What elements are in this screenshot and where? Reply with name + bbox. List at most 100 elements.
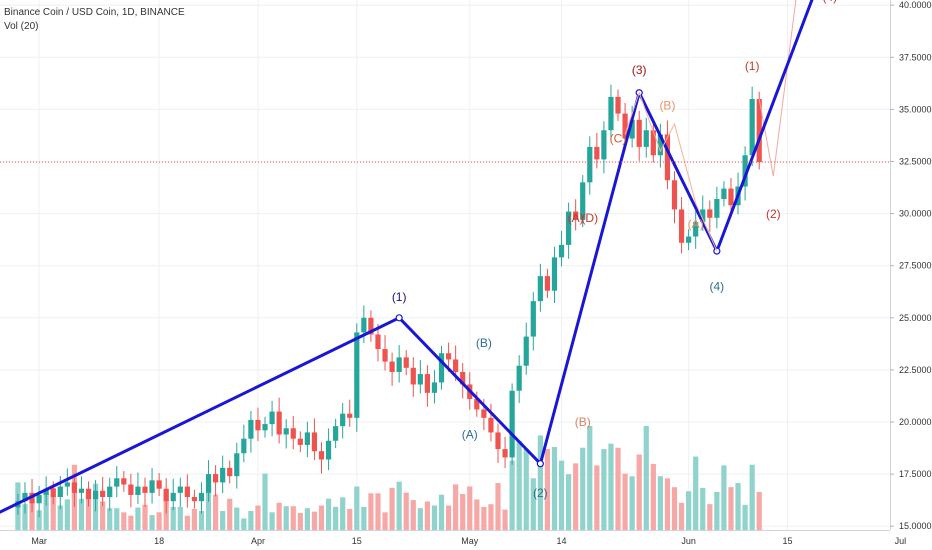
candle-body [283, 428, 289, 435]
wave-drawings [0, 0, 814, 514]
volume-bar [417, 508, 423, 530]
volume-bar [382, 512, 388, 530]
wave-labels: (1)(2)(3)(4)(5)(1)(2)(3)(4)(A)(B)(C)(D)(… [392, 0, 837, 500]
volume-bar [22, 504, 28, 530]
candle-body [354, 332, 360, 418]
volume-bar [311, 511, 318, 530]
volume-bar [537, 435, 543, 530]
candle-body [340, 413, 346, 427]
volume-bar [544, 449, 551, 530]
candle-body [248, 419, 254, 439]
wave-label-minor-a: (A) [568, 211, 584, 225]
volume-bar [594, 465, 600, 530]
price-axis-panel [890, 0, 932, 550]
candle-body [629, 119, 635, 139]
candle-body [509, 390, 515, 458]
volume-bar [241, 518, 247, 530]
volume-bar [255, 505, 261, 530]
volume-indicator-label: Vol (20) [4, 21, 39, 32]
candle-body [184, 486, 190, 498]
volume-bar [403, 492, 409, 530]
candle-body [438, 353, 445, 383]
time-axis[interactable]: Mar18Apr15May14Jun15JulAug19Sep16 [0, 530, 932, 547]
volume-bar [170, 506, 176, 530]
candle-body [453, 359, 459, 372]
candle-body [587, 146, 593, 183]
price-tick-label: 35.0000 [899, 104, 932, 114]
volume-bar [707, 504, 713, 530]
candle-body [396, 357, 402, 372]
volume-bar [671, 487, 678, 530]
volume-bar [424, 501, 430, 530]
candle-body [163, 488, 169, 502]
volume-bar [445, 505, 452, 530]
volume-bar [495, 483, 501, 530]
volume-bar [248, 510, 254, 530]
wave-label-teal-a: (A) [462, 428, 478, 442]
time-tick-label: 15 [782, 536, 792, 546]
volume-bar [601, 449, 607, 530]
volume-bar [657, 476, 663, 530]
volume-bar [340, 497, 346, 530]
price-tick-label: 25.0000 [899, 313, 932, 323]
candle-body [460, 371, 466, 385]
candle-body [297, 438, 303, 445]
wave-label-minor-b: (B) [575, 415, 591, 429]
symbol-title: Binance Coin / USD Coin, 1D, BINANCE [4, 7, 185, 18]
volume-bar [650, 464, 656, 530]
volume-bar [502, 509, 508, 530]
candle-body [121, 478, 127, 485]
candle-body [304, 432, 310, 445]
time-tick-label: 15 [352, 536, 362, 546]
volume-bar [36, 510, 42, 530]
candle-body [213, 474, 219, 483]
candle-body [107, 486, 113, 498]
candle-body [601, 130, 607, 160]
volume-bar [269, 512, 275, 530]
volume-bar [220, 510, 226, 530]
volume-bar [213, 494, 219, 530]
volume-bar [121, 512, 127, 530]
volume-bar [135, 507, 141, 530]
candle-body [375, 334, 381, 350]
candle-body [678, 209, 685, 243]
candle-body [156, 480, 162, 489]
candle-body [664, 134, 671, 181]
candle-body [615, 96, 621, 114]
candle-body [671, 180, 678, 210]
candle-body [191, 497, 198, 502]
candle-body [22, 492, 28, 502]
volume-bar [453, 484, 459, 530]
candle-body [290, 428, 296, 439]
volume-bar [262, 473, 268, 530]
wave-label-proj-1: (1) [745, 59, 760, 73]
price-tick-label: 20.0000 [899, 417, 932, 427]
volume-bar [128, 515, 134, 530]
volume-bar [749, 464, 755, 530]
candle-body [276, 411, 282, 435]
volume-bar [756, 491, 762, 530]
candle-body [580, 182, 586, 220]
volume-bar [156, 512, 162, 530]
price-tick-label: 37.5000 [899, 52, 932, 62]
volume-bar [431, 505, 438, 530]
candle-body [198, 492, 205, 502]
candle-body [311, 432, 318, 452]
candle-body [347, 413, 353, 418]
price-axis[interactable]: 62.500060.000057.500055.000052.500050.00… [890, 0, 932, 550]
volume-bar [488, 504, 494, 530]
price-tick-label: 17.5000 [899, 469, 932, 479]
volume-bar [361, 506, 367, 530]
wave-label-minor-c: (C) [610, 132, 627, 146]
volume-bar [438, 494, 445, 530]
candle-body [516, 365, 522, 391]
candle-body [728, 188, 734, 206]
time-tick-label: Jun [681, 536, 696, 546]
candle-body [149, 480, 155, 493]
volume-bar [636, 454, 642, 530]
volume-bar [615, 447, 621, 530]
time-tick-label: Apr [251, 536, 265, 546]
candle-body [551, 257, 558, 291]
volume-bar [149, 515, 155, 530]
